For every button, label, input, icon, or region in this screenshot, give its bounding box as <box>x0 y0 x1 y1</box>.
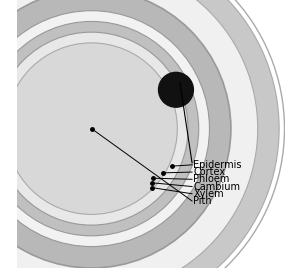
Circle shape <box>0 11 209 247</box>
Text: Phloem: Phloem <box>193 174 230 184</box>
Circle shape <box>0 0 279 268</box>
Circle shape <box>0 0 231 268</box>
Text: Pith: Pith <box>193 196 212 206</box>
Circle shape <box>0 0 258 268</box>
Text: Epidermis: Epidermis <box>193 160 242 170</box>
Circle shape <box>6 43 177 214</box>
Circle shape <box>0 0 284 268</box>
Text: Cortex: Cortex <box>193 167 225 177</box>
Circle shape <box>0 32 188 225</box>
Circle shape <box>159 72 193 107</box>
Text: Xylem: Xylem <box>193 189 224 199</box>
Circle shape <box>0 21 199 236</box>
Text: Cambium: Cambium <box>193 181 240 192</box>
